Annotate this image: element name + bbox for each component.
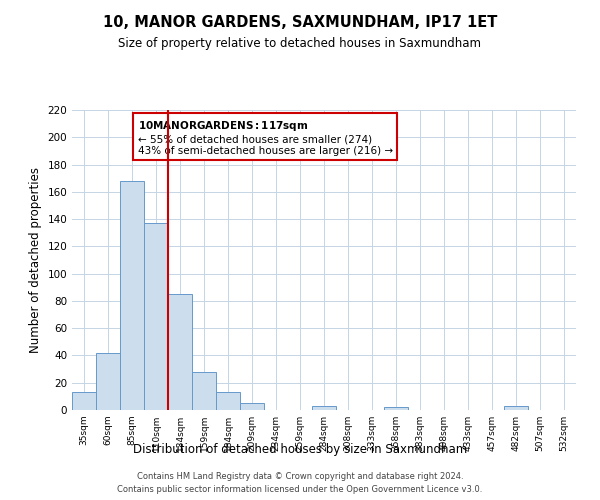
Text: Contains HM Land Registry data © Crown copyright and database right 2024.: Contains HM Land Registry data © Crown c… — [137, 472, 463, 481]
Bar — [144, 223, 168, 410]
Bar — [72, 392, 96, 410]
Bar — [120, 181, 144, 410]
Bar — [384, 408, 408, 410]
Bar — [312, 406, 336, 410]
Text: 10, MANOR GARDENS, SAXMUNDHAM, IP17 1ET: 10, MANOR GARDENS, SAXMUNDHAM, IP17 1ET — [103, 15, 497, 30]
Bar — [216, 392, 240, 410]
Text: Distribution of detached houses by size in Saxmundham: Distribution of detached houses by size … — [133, 442, 467, 456]
Bar — [168, 294, 192, 410]
Text: Size of property relative to detached houses in Saxmundham: Size of property relative to detached ho… — [119, 38, 482, 51]
Text: Contains public sector information licensed under the Open Government Licence v3: Contains public sector information licen… — [118, 485, 482, 494]
Bar — [240, 403, 264, 410]
Bar — [192, 372, 216, 410]
Y-axis label: Number of detached properties: Number of detached properties — [29, 167, 42, 353]
Bar — [96, 352, 120, 410]
Text: $\mathbf{10 MANOR GARDENS: 117sqm}$
← 55% of detached houses are smaller (274)
4: $\mathbf{10 MANOR GARDENS: 117sqm}$ ← 55… — [137, 119, 392, 156]
Bar — [504, 406, 528, 410]
